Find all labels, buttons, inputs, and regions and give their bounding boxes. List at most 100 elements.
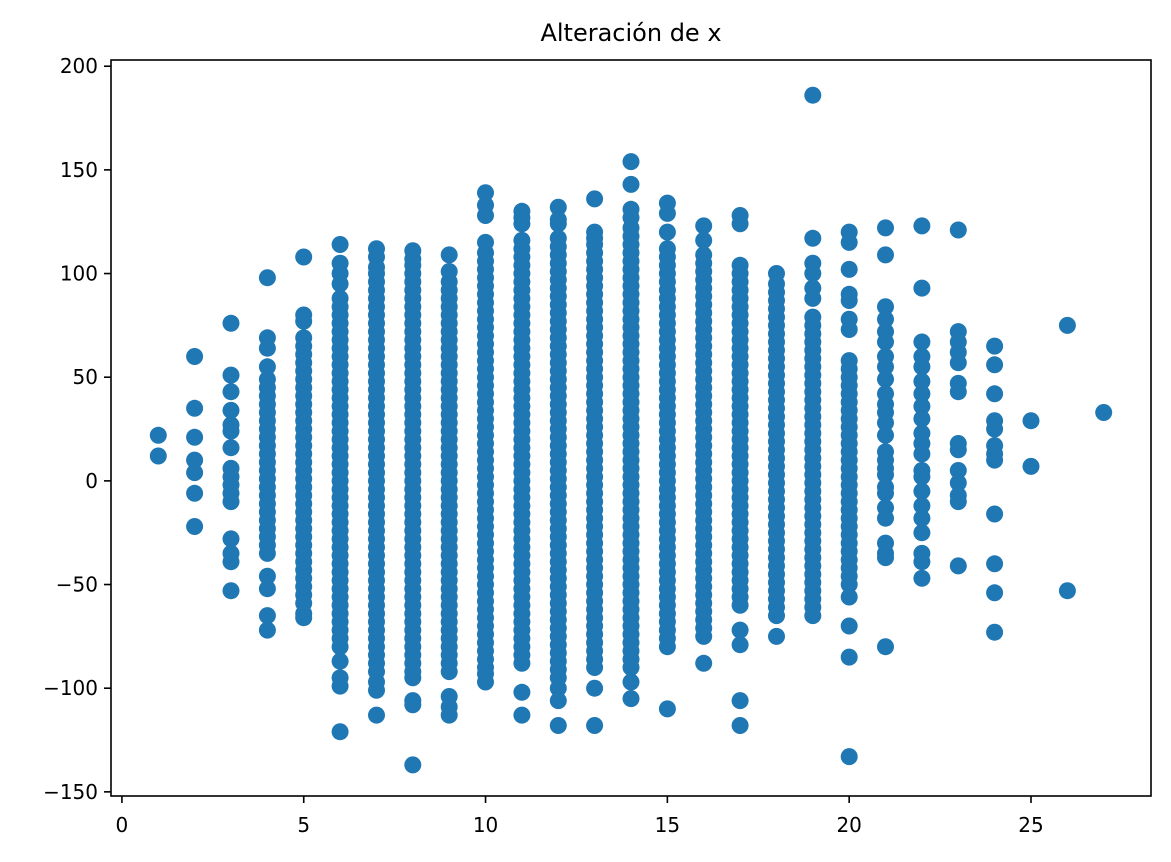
data-point [222, 314, 240, 332]
data-point [513, 706, 531, 724]
data-point [258, 621, 276, 639]
data-point [695, 246, 713, 264]
data-point [913, 509, 931, 527]
data-point [731, 256, 749, 274]
data-point [804, 86, 822, 104]
data-point [477, 673, 494, 691]
data-point [913, 333, 931, 351]
data-point [331, 289, 349, 307]
data-point [877, 358, 894, 376]
data-point [913, 468, 931, 486]
data-point [258, 358, 276, 376]
data-point [949, 441, 967, 459]
data-point [731, 692, 749, 710]
data-point [622, 690, 640, 708]
data-point [913, 385, 931, 403]
data-point [913, 397, 931, 415]
data-point [840, 321, 858, 338]
data-point [913, 445, 931, 463]
data-point [186, 518, 204, 535]
x-tick-label: 20 [836, 813, 861, 837]
data-point [258, 339, 276, 357]
data-point [986, 420, 1004, 438]
data-point [622, 673, 640, 691]
data-point [331, 723, 349, 741]
data-point [913, 569, 931, 587]
data-point [804, 229, 822, 247]
data-point [222, 530, 240, 548]
data-point [877, 638, 894, 656]
data-point [840, 648, 858, 666]
plot-frame [110, 59, 1152, 797]
data-point [331, 275, 349, 293]
data-point [840, 292, 858, 309]
data-point [586, 190, 604, 208]
data-point [295, 248, 313, 266]
data-point [258, 269, 276, 287]
data-point [731, 717, 749, 734]
data-point [549, 198, 567, 216]
data-point [186, 464, 204, 482]
data-point [986, 385, 1004, 403]
data-point [549, 717, 567, 734]
data-point [222, 383, 240, 401]
data-point [404, 669, 422, 687]
data-point [949, 557, 967, 575]
data-point [440, 706, 458, 724]
x-tick-label: 5 [297, 813, 310, 837]
data-point [949, 474, 967, 492]
data-point [840, 260, 858, 278]
data-point [913, 372, 931, 390]
data-point [622, 153, 640, 171]
data-point [549, 679, 567, 697]
data-point [186, 399, 204, 417]
data-point [222, 366, 240, 384]
y-tick-label: 200 [60, 54, 98, 78]
data-point [186, 428, 204, 446]
data-point [840, 748, 858, 766]
data-point [258, 370, 276, 388]
data-point [986, 337, 1004, 355]
data-point [586, 679, 604, 697]
data-point [295, 609, 313, 627]
x-tick-label: 0 [116, 813, 129, 837]
data-point [949, 221, 967, 239]
data-point [986, 505, 1004, 523]
data-point [877, 549, 894, 567]
data-point [258, 607, 276, 625]
data-point [913, 497, 931, 515]
data-point [222, 582, 240, 600]
data-point [549, 215, 567, 233]
data-point [913, 217, 931, 235]
data-point [913, 279, 931, 297]
data-point [513, 215, 531, 233]
data-point [840, 352, 858, 370]
data-point [877, 484, 894, 502]
data-point [731, 215, 749, 233]
data-point [658, 204, 676, 222]
data-point [622, 209, 640, 227]
data-point [986, 555, 1004, 573]
x-tick-label: 10 [473, 813, 498, 837]
data-point [1022, 412, 1040, 430]
data-point [513, 231, 531, 249]
y-tick-label: 0 [85, 469, 98, 493]
data-point [222, 459, 240, 477]
data-point [840, 233, 858, 251]
data-point [258, 567, 276, 585]
data-point [222, 422, 240, 440]
data-point [331, 236, 349, 253]
data-point [840, 588, 858, 606]
data-point [1058, 316, 1076, 334]
data-point [186, 484, 204, 502]
y-tick-label: 100 [60, 262, 98, 286]
data-point [222, 401, 240, 419]
data-point [949, 354, 967, 372]
data-point [913, 358, 931, 376]
data-point [477, 184, 494, 202]
data-point [804, 289, 822, 307]
data-point [949, 383, 967, 401]
x-tick-label: 15 [655, 813, 680, 837]
data-point [440, 246, 458, 264]
data-point [986, 356, 1004, 374]
